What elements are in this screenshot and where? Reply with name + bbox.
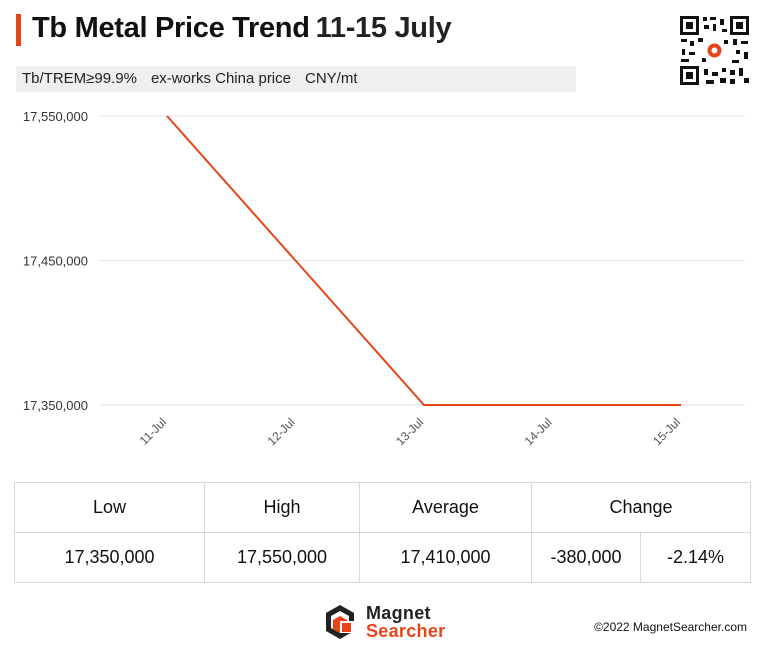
stat-value-low: 17,350,000 [14,532,205,583]
x-tick-label: 11-Jul [137,415,169,447]
y-tick-label: 17,550,000 [23,109,88,124]
x-tick-label: 13-Jul [393,415,426,448]
subtitle-grade: Tb/TREM≥99.9% [22,70,137,87]
y-tick-label: 17,350,000 [23,398,88,413]
logo-line-1: Magnet [366,603,431,623]
subtitle-unit: CNY/mt [304,70,358,87]
title-date-range: 11-15 July [315,12,452,44]
page-title: Tb Metal Price Trend 11-15 July [32,8,452,48]
x-tick-label: 14-Jul [522,415,555,448]
stat-header-average: Average [359,482,532,533]
stats-table: Low High Average Change 17,350,000 17,55… [14,482,751,583]
copyright-text: ©2022 MagnetSearcher.com [594,620,747,634]
series-line [166,115,681,406]
chart-subtitle: Tb/TREM≥99.9% ex-works China price CNY/mt [16,66,576,92]
stat-header-low: Low [14,482,205,533]
stat-value-change-pct: -2.14% [640,532,751,583]
title-main: Tb Metal Price Trend [32,12,310,44]
stats-value-row: 17,350,000 17,550,000 17,410,000 -380,00… [14,532,751,583]
title-accent-bar [16,14,21,46]
stat-value-average: 17,410,000 [359,532,532,583]
stats-header-row: Low High Average Change [14,482,751,533]
stat-header-high: High [204,482,360,533]
x-tick-label: 15-Jul [650,415,683,448]
footer-logo-text: Magnet Searcher [366,604,445,640]
magnet-searcher-logo-icon [326,605,354,639]
logo-line-2: Searcher [366,621,446,641]
price-line-chart: 17,350,000 17,450,000 17,550,000 11-Jul 12-J… [23,109,745,448]
subtitle-basis: ex-works China price [150,70,291,87]
qr-code-icon [678,14,751,87]
stat-value-high: 17,550,000 [204,532,360,583]
stat-value-change-abs: -380,000 [531,532,641,583]
x-tick-label: 12-Jul [265,415,298,448]
stat-header-change: Change [531,482,751,533]
y-tick-label: 17,450,000 [23,254,88,269]
